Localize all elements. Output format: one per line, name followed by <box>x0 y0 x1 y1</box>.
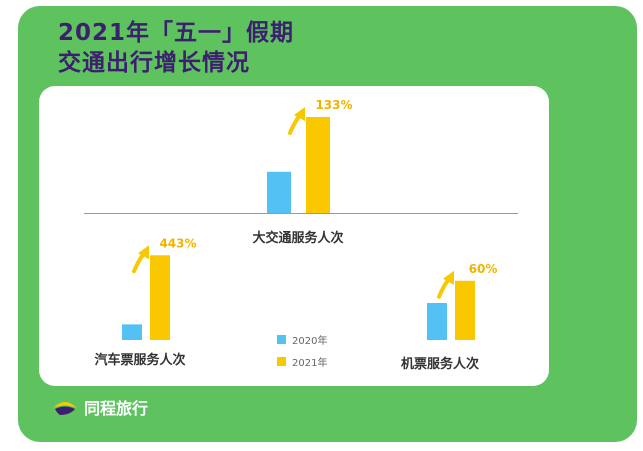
brand-name: 同程旅行 <box>84 399 149 418</box>
page-title: 2021年「五一」假期 交通出行增长情况 <box>58 18 294 78</box>
bar-2021-air <box>455 280 475 340</box>
growth-arrow-head-main <box>294 107 305 122</box>
growth-label-air: 60% <box>469 262 498 276</box>
chart-title-bus: 汽车票服务人次 <box>94 352 185 368</box>
legend: 2020年 2021年 <box>277 330 327 374</box>
growth-arrow-head-air <box>443 270 454 285</box>
bar-2021-bus <box>150 255 170 340</box>
title-line-2: 交通出行增长情况 <box>58 50 250 76</box>
bar-2020-main <box>267 171 291 213</box>
legend-item-2020: 2020年 <box>277 330 327 348</box>
legend-swatch-2021 <box>277 356 286 366</box>
legend-swatch-2020 <box>277 334 286 344</box>
growth-arrow-air <box>437 276 451 299</box>
legend-label-2020: 2020年 <box>292 335 328 347</box>
bar-2021-main <box>306 117 330 213</box>
growth-arrow-main <box>288 113 302 136</box>
growth-arrow-head-bus <box>138 245 149 260</box>
brand-mark-icon <box>53 402 77 415</box>
growth-label-main: 133% <box>315 98 352 112</box>
growth-label-bus: 443% <box>159 236 196 250</box>
bar-2020-air <box>427 303 447 340</box>
growth-arrow-bus <box>132 251 146 274</box>
bar-2020-bus <box>122 324 142 340</box>
brand-logo: 同程旅行 <box>52 395 148 419</box>
legend-label-2021: 2021年 <box>292 357 328 369</box>
legend-item-2021: 2021年 <box>277 352 327 370</box>
title-line-1: 2021年「五一」假期 <box>58 20 295 46</box>
chart-title-main: 大交通服务人次 <box>252 230 343 246</box>
chart-title-air: 机票服务人次 <box>401 356 479 372</box>
